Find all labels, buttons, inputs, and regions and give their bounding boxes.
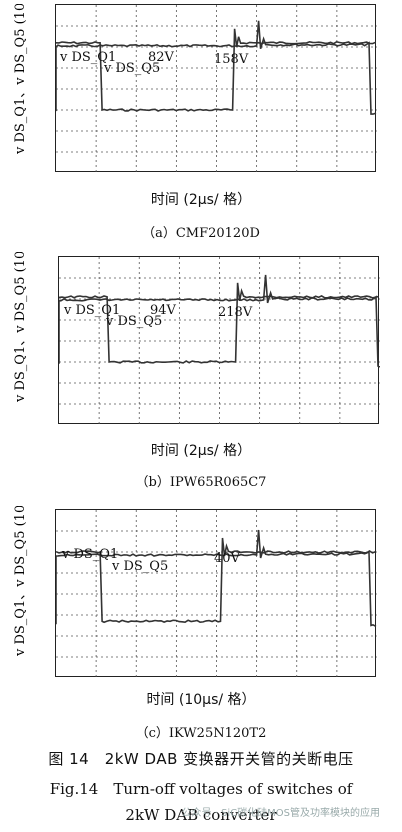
trace-v-ds_q1 [56, 28, 376, 112]
trace-v-ds_q1 [56, 537, 376, 624]
figure-caption-en-line1: Fig.14 Turn-off voltages of switches of [49, 780, 353, 798]
panel-label: （c）IKW25N120T2 [135, 726, 267, 741]
label-overshoot-large: 158V [214, 52, 249, 67]
label-vds-q1: v DS_Q1 [62, 547, 119, 562]
trace-v-ds_q5 [59, 274, 380, 368]
y-axis-label-text: v DS_Q1、v DS_Q5 (100V/ 格） [12, 252, 28, 403]
label-overshoot-large: 218V [218, 305, 253, 320]
figure-caption-en-line2: 2kW DAB converter [125, 806, 277, 824]
x-axis-label: 时间 (2μs/ 格） [150, 443, 252, 459]
label-vds-q5: v DS_Q5 [106, 314, 163, 329]
scope-plot [56, 510, 377, 678]
label-vds-q5: v DS_Q5 [112, 559, 169, 574]
label-vds-q1: v DS_Q1 [60, 50, 117, 65]
scope-screen [55, 4, 377, 173]
label-overshoot-small: 94V [150, 303, 176, 318]
trace-v-ds_q5 [56, 20, 377, 115]
watermark: 公众号 · SiC碳化硅MOS管及功率模块的应用 [181, 808, 381, 819]
panel-label: （a）CMF20120D [142, 226, 260, 241]
trace-v-ds_q1 [59, 282, 379, 364]
y-axis-label-text: v DS_Q1、v DS_Q5 (100V/ 格） [12, 506, 28, 657]
x-axis-label: 时间 (2μs/ 格） [150, 192, 252, 208]
label-overshoot-small: 82V [148, 50, 174, 65]
scope-plot [59, 257, 380, 425]
scope-screen [58, 256, 380, 425]
label-vds-q5: v DS_Q5 [104, 61, 161, 76]
y-axis-label: v DS_Q1、v DS_Q5 (100V/ 格） [2, 506, 54, 674]
scope-plot [56, 5, 377, 173]
figure-caption-cn: 图 14 2kW DAB 变换器开关管的关断电压 [48, 750, 354, 768]
label-overshoot: 40V [214, 551, 240, 566]
x-axis-label: 时间 (10μs/ 格） [146, 692, 256, 708]
y-axis-label-text: v DS_Q1、v DS_Q5 (100V/ 格） [12, 4, 28, 155]
y-axis-label: v DS_Q1、v DS_Q5 (100V/ 格） [2, 252, 54, 420]
trace-v-ds_q5 [56, 529, 377, 628]
label-vds-q1: v DS_Q1 [64, 303, 121, 318]
panel-label: （b）IPW65R065C7 [135, 475, 267, 490]
scope-screen [55, 509, 377, 678]
y-axis-label: v DS_Q1、v DS_Q5 (100V/ 格） [2, 4, 54, 172]
